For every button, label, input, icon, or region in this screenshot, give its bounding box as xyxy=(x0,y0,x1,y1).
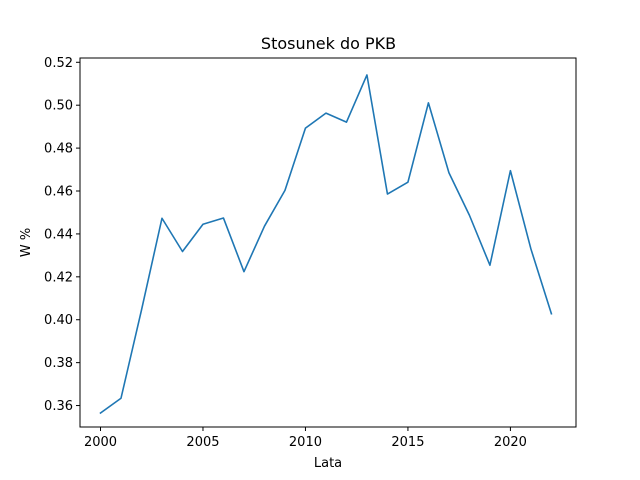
data-point xyxy=(530,248,532,250)
x-tick-label: 2010 xyxy=(289,435,322,450)
y-tick-label: 0.38 xyxy=(44,356,73,371)
y-tick-label: 0.46 xyxy=(44,185,73,200)
data-point xyxy=(264,225,266,227)
data-point xyxy=(489,264,491,266)
y-tick-label: 0.50 xyxy=(44,99,73,114)
data-point xyxy=(325,112,327,114)
data-point xyxy=(346,121,348,123)
data-point xyxy=(100,412,102,414)
x-tick-label: 2020 xyxy=(494,435,527,450)
data-point xyxy=(182,251,184,253)
y-axis-label: W % xyxy=(19,228,34,257)
data-point xyxy=(305,127,307,129)
data-point xyxy=(141,309,143,311)
x-tick-label: 2000 xyxy=(84,435,117,450)
data-point xyxy=(428,102,430,104)
data-point xyxy=(469,214,471,216)
y-tick-label: 0.40 xyxy=(44,313,73,328)
y-tick-label: 0.52 xyxy=(44,56,73,71)
data-point xyxy=(510,170,512,172)
data-point xyxy=(161,217,163,219)
data-point xyxy=(243,271,245,273)
data-point xyxy=(366,74,368,76)
data-point xyxy=(284,190,286,192)
data-point xyxy=(387,193,389,195)
data-point xyxy=(120,397,122,399)
x-axis-label: Lata xyxy=(314,456,342,471)
y-axis: 0.36 0.38 0.40 0.42 0.44 0.46 0.48 0.50 0.52 xyxy=(44,56,80,414)
x-axis: 2000 2005 2010 2015 2020 xyxy=(84,427,527,450)
plot-area xyxy=(79,57,577,428)
series-line xyxy=(99,74,553,415)
series-layer xyxy=(99,74,553,415)
x-tick-label: 2015 xyxy=(391,435,424,450)
chart-title: Stosunek do PKB xyxy=(261,34,396,53)
y-tick-label: 0.42 xyxy=(44,270,73,285)
data-point xyxy=(448,172,450,174)
data-point xyxy=(551,313,553,315)
y-tick-label: 0.44 xyxy=(44,227,73,242)
data-point xyxy=(202,223,204,225)
y-tick-label: 0.36 xyxy=(44,399,73,414)
x-tick-label: 2005 xyxy=(186,435,219,450)
y-tick-label: 0.48 xyxy=(44,142,73,157)
data-point xyxy=(223,217,225,219)
data-point xyxy=(407,181,409,183)
